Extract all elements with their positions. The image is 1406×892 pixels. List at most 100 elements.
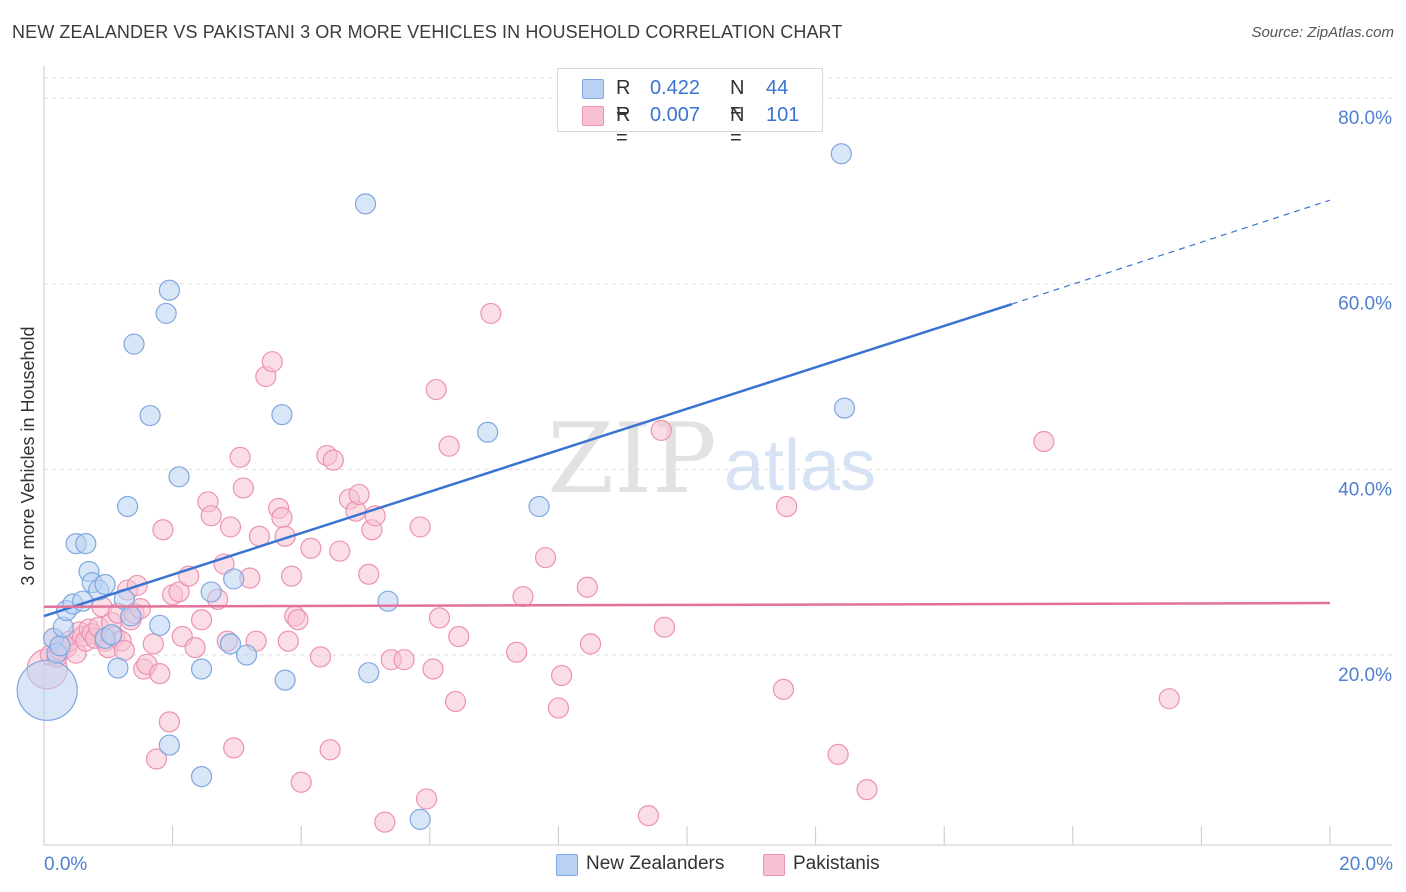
data-point-new-zealander (358, 662, 380, 684)
data-point-new-zealander (477, 421, 499, 443)
data-point-pakistani (358, 563, 380, 585)
data-point-pakistani (579, 633, 602, 655)
data-point-pakistani (856, 779, 878, 801)
data-point-pakistani (776, 495, 798, 518)
data-point-pakistani (287, 609, 309, 631)
data-point-pakistani (290, 771, 312, 793)
data-point-new-zealander (123, 333, 145, 355)
data-point-pakistani (223, 737, 245, 759)
data-point-pakistani (480, 302, 502, 325)
trend-line-new-zealanders (43, 302, 1013, 618)
data-point-pakistani (1033, 430, 1055, 453)
data-point-new-zealander (377, 590, 399, 612)
data-point-pakistani (534, 546, 557, 569)
data-point-pakistani (184, 637, 206, 659)
legend-n-label: N = (730, 77, 745, 122)
bottom-legend-label: New Zealanders (586, 853, 725, 874)
data-point-new-zealander (833, 397, 856, 419)
data-point-pakistani (422, 658, 444, 680)
data-point-pakistani (271, 507, 293, 529)
data-point-new-zealander (271, 404, 293, 426)
data-point-new-zealander (219, 633, 242, 655)
trend-line-pakistanis (43, 601, 1331, 609)
watermark-zip: ZIP (547, 403, 716, 515)
data-point-new-zealander (116, 495, 139, 518)
trend-line-new-zealanders-extension (1011, 199, 1331, 305)
x-tick-label: 20.0% (1339, 854, 1393, 875)
data-point-pakistani (425, 378, 447, 401)
legend-n-label: N = (730, 104, 745, 149)
data-point-new-zealander (120, 605, 142, 627)
data-point-new-zealander (75, 533, 97, 555)
data-point-new-zealander (149, 614, 171, 636)
y-tick-label: 20.0% (1338, 665, 1392, 686)
series-pakistanis (26, 302, 1180, 833)
data-point-new-zealander (94, 573, 116, 596)
data-point-pakistani (374, 811, 396, 833)
data-point-pakistani (142, 633, 164, 655)
y-axis-title: 3 or more Vehicles in Household (18, 326, 38, 585)
data-point-pakistani (348, 483, 370, 506)
data-point-pakistani (772, 678, 795, 700)
data-point-pakistani (200, 505, 222, 527)
data-point-pakistani (149, 663, 171, 685)
chart-title: NEW ZEALANDER VS PAKISTANI 3 OR MORE VEH… (12, 22, 843, 42)
data-point-pakistani (319, 739, 341, 761)
data-point-new-zealander (100, 624, 123, 646)
data-point-pakistani (261, 351, 283, 373)
legend-r-label: R = (616, 77, 631, 122)
data-point-new-zealander (274, 669, 296, 691)
data-point-pakistani (551, 664, 573, 687)
data-point-new-zealander (830, 143, 852, 165)
legend-n-value: 44 (766, 77, 789, 99)
data-point-pakistani (300, 537, 322, 559)
legend-n-value: 101 (766, 104, 800, 126)
data-point-pakistani (506, 641, 528, 663)
data-point-pakistani (438, 435, 460, 457)
data-point-pakistani (190, 609, 213, 631)
bottom-legend-label: Pakistanis (793, 853, 880, 874)
data-point-pakistani (653, 616, 676, 638)
data-point-pakistani (650, 419, 672, 441)
legend-r-value: 0.422 (650, 77, 701, 99)
y-tick-label: 80.0% (1338, 108, 1392, 129)
data-point-pakistani (448, 625, 470, 648)
data-point-pakistani (512, 585, 534, 608)
data-point-pakistani (393, 649, 415, 671)
data-point-pakistani (827, 743, 849, 765)
data-point-new-zealander (354, 193, 377, 215)
stats-legend: R = 0.422 N = 44 R = 0.007 N = 101 (557, 68, 823, 149)
data-point-pakistani (277, 630, 299, 652)
data-point-new-zealander (528, 495, 550, 518)
data-point-new-zealander (158, 734, 180, 756)
data-point-new-zealander (190, 766, 213, 788)
y-tick-label: 40.0% (1338, 479, 1392, 500)
data-point-new-zealander (155, 302, 177, 325)
data-point-pakistani (158, 711, 180, 733)
data-point-pakistani (576, 576, 598, 598)
data-point-new-zealander (409, 808, 431, 830)
data-point-pakistani (329, 540, 351, 562)
data-point-pakistani (309, 646, 332, 668)
data-point-pakistani (428, 607, 451, 629)
data-point-pakistani (444, 690, 467, 713)
x-tick-label: 0.0% (44, 854, 87, 875)
data-point-pakistani (409, 516, 431, 538)
data-point-pakistani (145, 748, 168, 770)
data-point-new-zealander (49, 635, 71, 657)
data-point-new-zealander (235, 644, 258, 666)
data-point-pakistani (637, 805, 660, 827)
legend-r-label: R = (616, 104, 631, 149)
data-point-pakistani (322, 449, 344, 471)
series-new-zealanders (16, 143, 856, 830)
data-point-new-zealander (200, 581, 222, 603)
data-point-pakistani (232, 477, 254, 499)
bottom-legend-swatch-pink (763, 854, 785, 876)
data-point-pakistani (280, 565, 303, 587)
y-tick-label: 60.0% (1338, 294, 1392, 315)
data-point-pakistani (1158, 688, 1180, 710)
data-point-pakistani (219, 516, 242, 538)
data-point-pakistani (415, 788, 438, 810)
legend-r-value: 0.007 (650, 104, 701, 126)
